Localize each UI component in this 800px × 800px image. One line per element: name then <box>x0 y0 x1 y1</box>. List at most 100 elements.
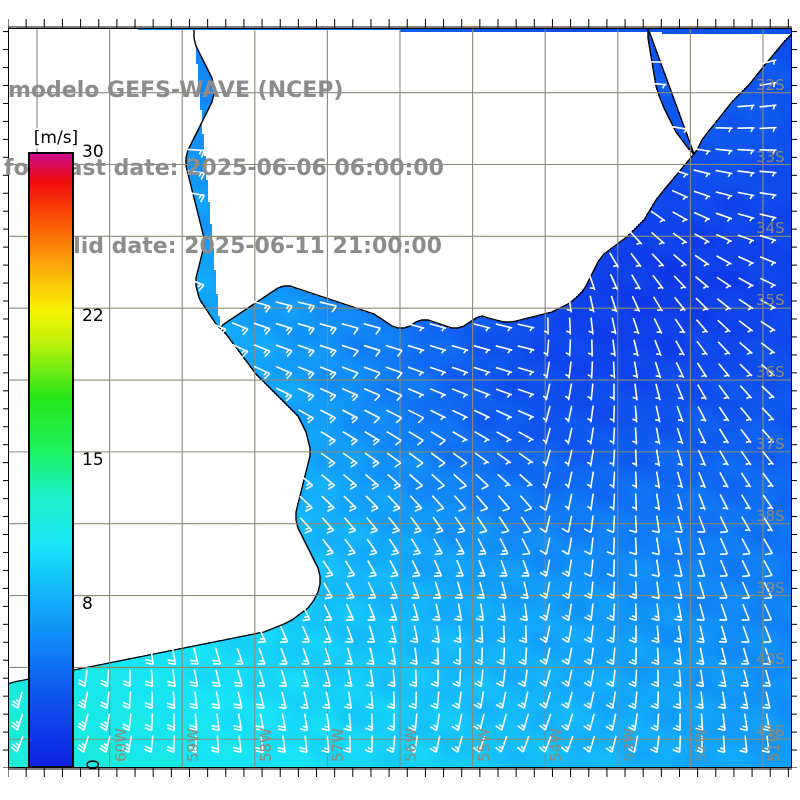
wind-barb <box>673 253 687 267</box>
wind-barb <box>542 361 551 379</box>
wind-barb <box>387 473 401 490</box>
wind-barb <box>279 625 289 644</box>
wind-barb <box>319 344 337 357</box>
wind-barb <box>583 625 594 644</box>
wind-barb <box>715 148 733 155</box>
wind-barb <box>583 713 595 731</box>
wind-barb <box>275 322 293 335</box>
lat-label: 32S <box>756 75 785 94</box>
wind-barb <box>715 233 733 245</box>
wind-barb <box>609 273 619 291</box>
wind-barb <box>653 318 663 334</box>
wind-barb <box>518 431 534 443</box>
wind-barb <box>451 691 462 710</box>
wind-barb <box>430 409 446 421</box>
lon-label: 53W <box>619 728 638 762</box>
wind-barb <box>583 669 595 688</box>
wind-barb <box>297 322 315 335</box>
wind-barb <box>763 647 772 665</box>
wind-barb <box>300 669 310 687</box>
wind-barb <box>322 669 331 688</box>
wind-barb <box>606 581 616 600</box>
wind-barb <box>674 515 683 534</box>
wind-barb <box>431 495 445 512</box>
wind-barb <box>629 515 638 534</box>
wind-barb <box>275 365 293 380</box>
lon-label: 54W <box>547 728 566 762</box>
wind-barb <box>451 366 469 376</box>
wind-barb <box>718 384 730 400</box>
wind-barb <box>365 691 374 710</box>
wind-barb <box>632 427 638 445</box>
wind-barb <box>565 339 572 357</box>
wind-barb <box>633 339 639 357</box>
wind-barb <box>762 691 771 710</box>
wind-barb <box>517 409 535 421</box>
wind-barb <box>320 473 336 490</box>
wind-barb <box>609 405 616 423</box>
wind-barb <box>628 669 638 688</box>
wind-barb <box>739 341 753 356</box>
wind-barb <box>627 713 638 732</box>
wind-barb <box>385 366 403 380</box>
wind-barb <box>430 430 446 446</box>
wind-barb <box>760 299 776 311</box>
wind-barb <box>652 296 664 312</box>
wind-barb <box>342 452 358 468</box>
wind-barb <box>389 560 399 578</box>
wind-barb <box>542 427 551 445</box>
wind-barb <box>518 452 534 465</box>
wind-barb <box>451 344 469 354</box>
wind-barb <box>539 669 551 687</box>
wind-barb <box>696 581 706 599</box>
wind-barb <box>610 317 617 335</box>
wind-barb <box>255 691 265 710</box>
lon-label: 52W <box>692 728 711 762</box>
wind-barb <box>516 735 530 753</box>
wind-barb <box>495 669 506 688</box>
wind-barb <box>737 191 755 200</box>
wind-barb <box>341 344 359 357</box>
wind-barb <box>364 409 381 424</box>
lon-label: 51W <box>764 728 783 762</box>
wind-barb <box>539 493 551 511</box>
wind-barb <box>717 319 731 334</box>
wind-barb <box>496 647 506 666</box>
wind-barb <box>299 517 313 534</box>
ruler-bottom <box>8 768 792 777</box>
colorbar-gradient <box>28 152 74 768</box>
wind-barb <box>212 647 222 665</box>
wind-barb <box>631 295 641 313</box>
wind-barb <box>475 495 489 512</box>
wind-barb <box>539 625 551 644</box>
wind-barb <box>189 691 198 710</box>
wind-barb <box>671 168 689 178</box>
wind-barb <box>583 647 595 666</box>
wind-barb <box>341 387 359 402</box>
wind-barb <box>760 342 776 355</box>
wind-barb <box>386 735 396 754</box>
wind-barb <box>363 322 381 335</box>
wind-barb <box>584 603 594 622</box>
wind-barb <box>605 713 617 732</box>
wind-barb <box>297 344 315 358</box>
wind-barb <box>542 471 551 489</box>
wind-barb <box>719 515 729 534</box>
wind-barb <box>587 361 594 379</box>
wind-barb <box>674 581 683 600</box>
lon-label: 55W <box>474 728 493 762</box>
wind-barb <box>10 735 24 753</box>
wind-barb <box>494 735 508 753</box>
wind-barb <box>740 691 749 710</box>
wind-barb <box>627 735 639 754</box>
wind-barb <box>452 669 462 688</box>
lon-label: 57W <box>329 728 348 762</box>
wind-barb <box>433 538 443 556</box>
wind-barb <box>759 81 777 88</box>
wind-barb <box>453 495 467 512</box>
wind-barb <box>166 735 176 754</box>
wind-barb <box>122 691 132 710</box>
wind-barb <box>301 604 311 622</box>
wind-barb <box>651 253 665 268</box>
wind-barb <box>387 495 401 512</box>
